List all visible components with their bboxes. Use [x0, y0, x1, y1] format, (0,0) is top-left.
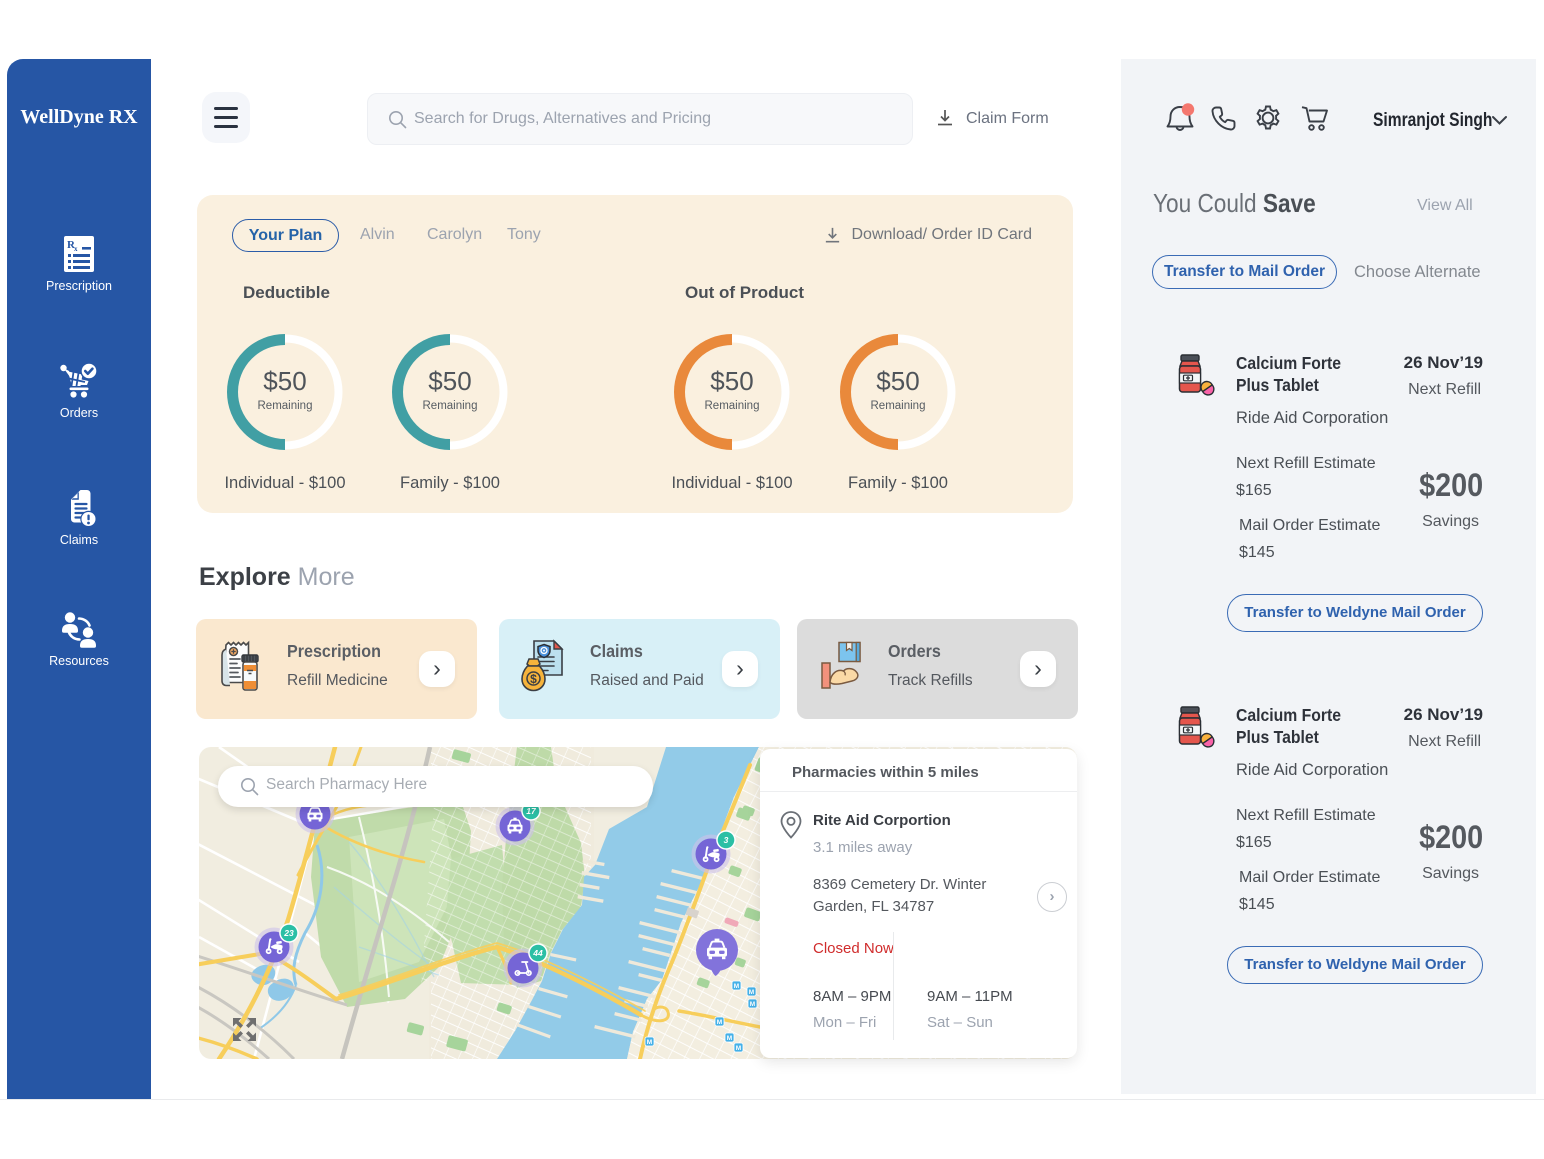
svg-text:M: M: [717, 1019, 722, 1026]
svg-text:44: 44: [532, 948, 543, 958]
svg-text:M: M: [734, 983, 739, 990]
svg-text:M: M: [647, 1039, 652, 1046]
svg-text:23: 23: [283, 928, 294, 938]
svg-text:$: $: [530, 672, 537, 686]
svg-text:M: M: [750, 1001, 755, 1008]
svg-text:R: R: [67, 239, 76, 251]
svg-text:x: x: [74, 245, 78, 253]
svg-text:M: M: [736, 1045, 741, 1052]
svg-text:M: M: [727, 1035, 732, 1042]
svg-text:17: 17: [526, 806, 537, 816]
svg-text:3: 3: [724, 835, 729, 845]
svg-text:M: M: [749, 989, 754, 996]
